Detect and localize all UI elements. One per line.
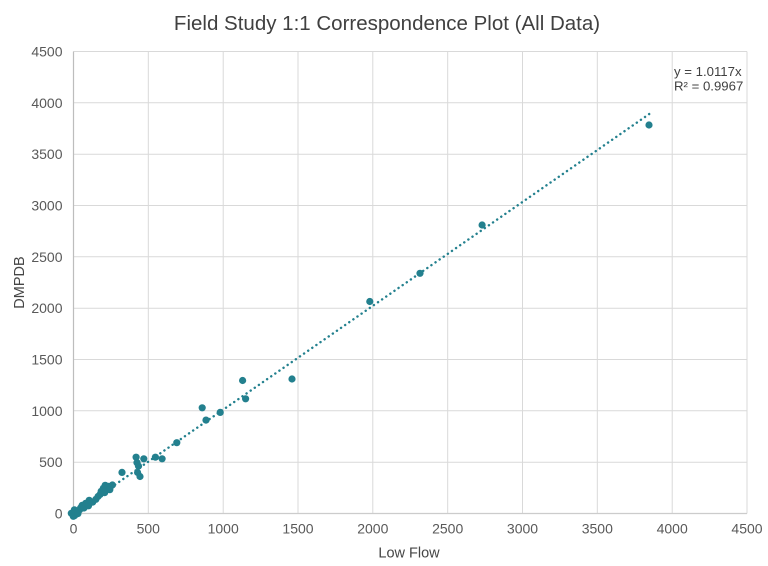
svg-text:1000: 1000 [31,403,62,419]
svg-text:y = 1.0117x: y = 1.0117x [674,64,742,79]
svg-text:1500: 1500 [282,521,313,537]
svg-text:Low Flow: Low Flow [378,546,440,562]
svg-text:2500: 2500 [432,521,463,537]
svg-text:3000: 3000 [31,198,62,214]
svg-text:2000: 2000 [31,300,62,316]
svg-text:500: 500 [39,454,63,470]
svg-text:0: 0 [55,506,63,522]
svg-text:Field Study 1:1 Correspondence: Field Study 1:1 Correspondence Plot (All… [174,12,600,35]
svg-text:DMPDB: DMPDB [12,256,28,308]
svg-text:4500: 4500 [31,44,62,60]
svg-text:4000: 4000 [31,95,62,111]
svg-text:1000: 1000 [208,521,239,537]
svg-text:4500: 4500 [731,521,762,537]
svg-text:2000: 2000 [357,521,388,537]
svg-text:2500: 2500 [31,249,62,265]
svg-text:1500: 1500 [31,352,62,368]
svg-text:3500: 3500 [582,521,613,537]
svg-text:0: 0 [70,521,78,537]
svg-text:4000: 4000 [657,521,688,537]
svg-text:3000: 3000 [507,521,538,537]
svg-text:500: 500 [137,521,161,537]
svg-text:R² = 0.9967: R² = 0.9967 [674,78,743,93]
svg-text:3500: 3500 [31,146,62,162]
